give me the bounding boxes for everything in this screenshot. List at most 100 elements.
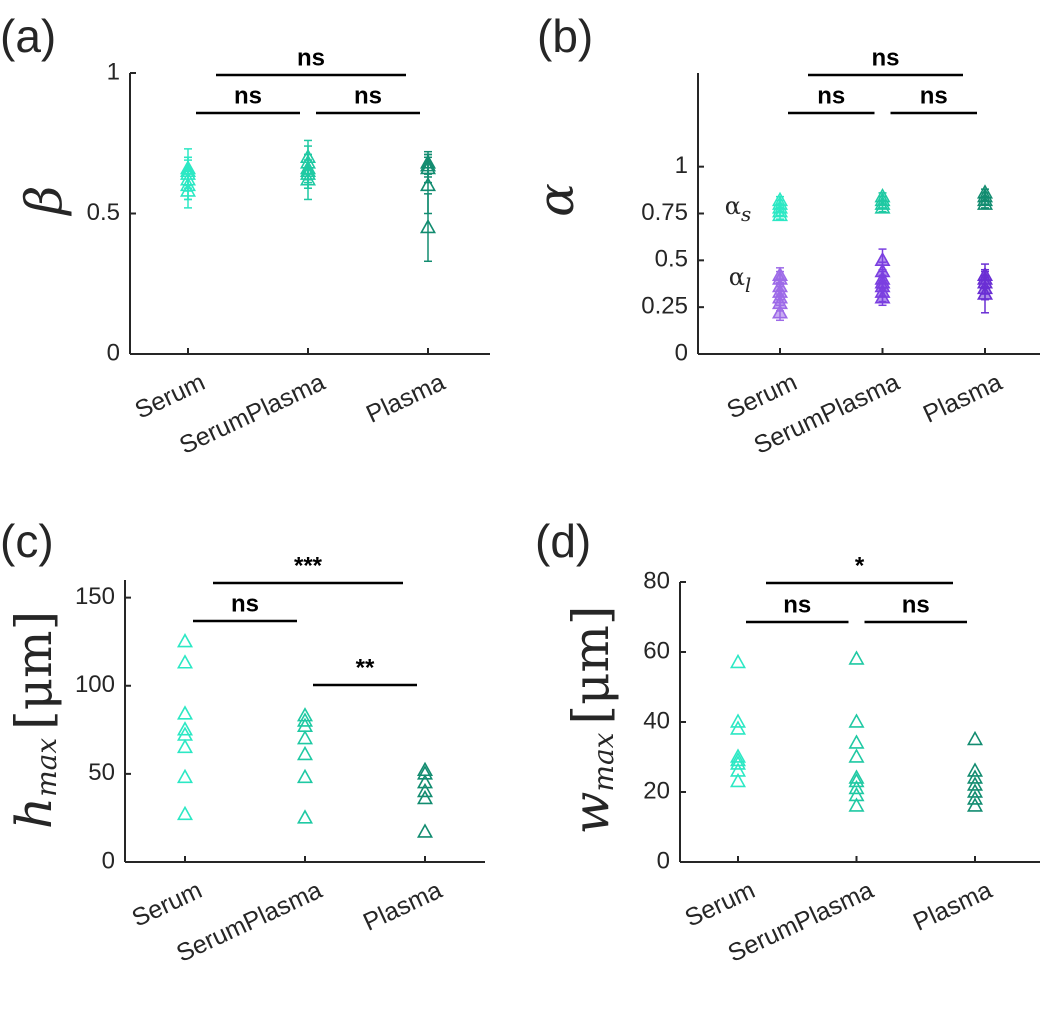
significance-label: ns [871, 44, 899, 71]
point [176, 705, 194, 720]
point [729, 720, 747, 735]
point [176, 805, 194, 821]
point [771, 266, 789, 282]
point [176, 633, 194, 648]
y-axis-label: wmax [μm] [562, 606, 620, 835]
point [176, 721, 194, 736]
point [296, 809, 314, 824]
series-label-main: α [729, 263, 745, 291]
point [296, 768, 314, 784]
point [416, 761, 434, 777]
point [976, 191, 994, 207]
point [419, 176, 437, 192]
point [848, 650, 865, 665]
point [976, 266, 994, 282]
y-tick-label: 0 [675, 339, 688, 366]
point [416, 774, 434, 789]
y-tick-label: 150 [75, 583, 115, 610]
point [966, 783, 984, 798]
point [176, 768, 194, 784]
significance-label: ns [920, 82, 948, 109]
y-tick-label: 0.75 [641, 199, 688, 226]
y-label-unit: [μm] [562, 606, 620, 725]
point [771, 195, 789, 210]
point [296, 745, 314, 761]
x-tick-label: Serum [128, 876, 207, 932]
point [976, 195, 994, 210]
point [176, 654, 194, 669]
y-axis-label: α [527, 183, 585, 217]
significance-label: ns [231, 590, 259, 617]
x-tick-label: Plasma [359, 876, 446, 937]
y-tick-label: 0 [657, 847, 670, 874]
point [296, 707, 314, 722]
point [416, 823, 434, 838]
point [874, 195, 891, 210]
y-tick-label: 80 [643, 567, 670, 594]
point [296, 729, 314, 745]
point [729, 748, 747, 763]
error-bar [304, 139, 312, 175]
point [729, 751, 747, 767]
point [848, 786, 865, 802]
y-tick-label: 0 [102, 847, 115, 874]
point [416, 789, 434, 805]
point [966, 762, 984, 777]
significance-label: ns [783, 591, 811, 618]
series-label: αl [729, 263, 752, 297]
significance-label: ns [354, 82, 382, 109]
y-tick-label: 100 [75, 671, 115, 698]
point [416, 765, 434, 780]
point [848, 734, 865, 749]
point [729, 755, 747, 770]
y-tick-label: 1 [107, 58, 120, 85]
point [416, 782, 434, 798]
y-tick-label: 20 [643, 777, 670, 804]
y-tick-label: 0.25 [641, 293, 688, 320]
point [966, 769, 984, 784]
series-label: αs [725, 192, 751, 226]
y-tick-label: 50 [88, 759, 115, 786]
y-tick-label: 40 [643, 707, 670, 734]
significance-label: ns [817, 82, 845, 109]
y-label-main: β [15, 186, 73, 217]
x-tick-label: Plasma [909, 876, 996, 937]
y-tick-label: 0 [107, 339, 120, 366]
point [729, 713, 747, 728]
y-tick-label: 0.5 [87, 199, 120, 226]
panel-label: (a) [0, 10, 56, 62]
point [771, 202, 789, 218]
y-tick-label: 1 [675, 152, 688, 179]
x-tick-label: Serum [131, 368, 210, 424]
significance-label: * [855, 552, 865, 579]
series-label-sub: s [741, 202, 751, 226]
panel-label: (b) [537, 10, 593, 62]
point [729, 653, 747, 669]
point [874, 191, 891, 207]
point [848, 772, 865, 788]
x-tick-label: Plasma [919, 368, 1006, 429]
series-label-main: α [725, 192, 741, 220]
point [771, 206, 789, 222]
significance-label: ** [356, 654, 375, 681]
significance-label: *** [294, 552, 323, 579]
point [966, 776, 984, 791]
point [976, 188, 994, 203]
point [966, 797, 984, 812]
x-tick-label: Plasma [362, 368, 449, 429]
point [419, 154, 437, 169]
point [874, 251, 891, 267]
panel-label: (c) [0, 515, 54, 567]
point [729, 762, 747, 777]
series-label-sub: l [745, 273, 751, 297]
y-tick-label: 60 [643, 637, 670, 664]
y-label-sub: max [30, 738, 63, 797]
point [848, 797, 865, 812]
point [729, 772, 747, 788]
point [771, 304, 789, 319]
panel-label: (d) [535, 515, 591, 567]
point [299, 148, 317, 163]
point [848, 769, 865, 784]
y-tick-label: 0.5 [655, 246, 688, 273]
